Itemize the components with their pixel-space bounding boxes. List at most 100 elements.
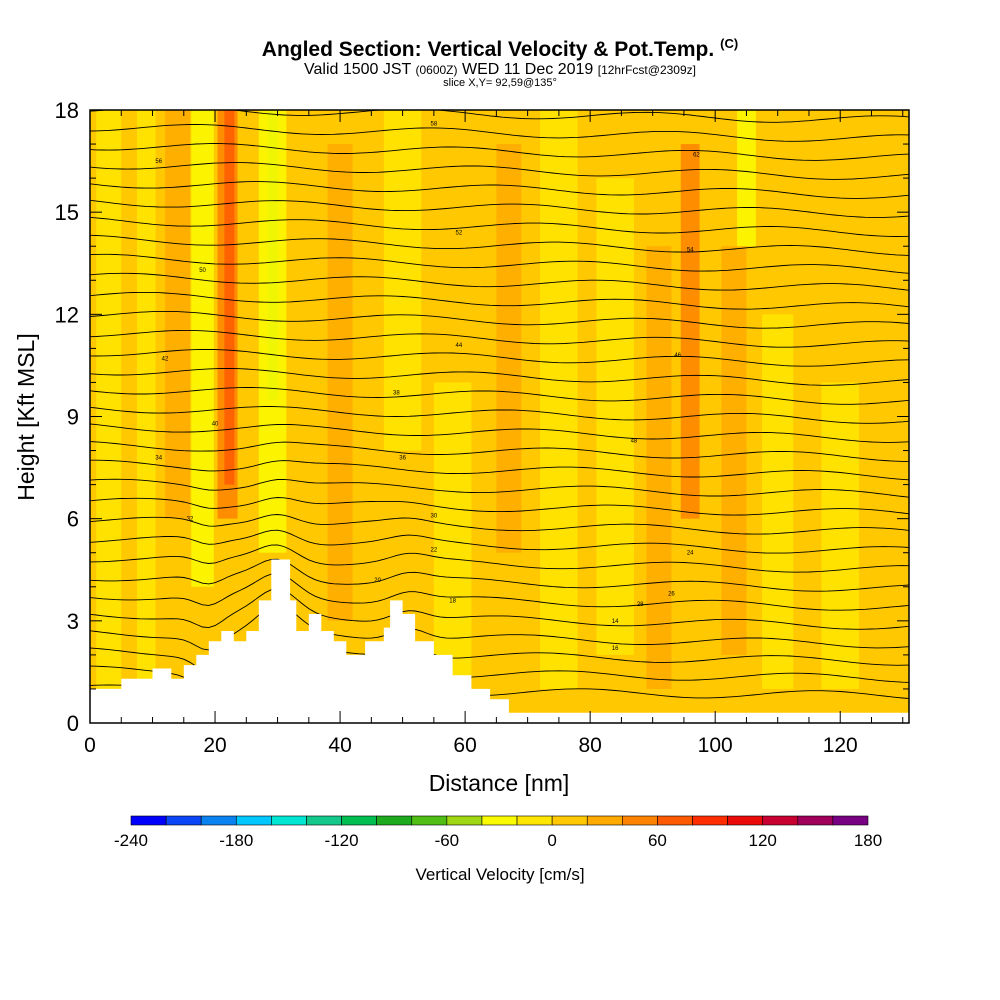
isentrope-label: 16 [612, 646, 619, 652]
isentrope-label: 52 [456, 231, 463, 237]
velocity-plume [243, 110, 262, 553]
x-tick-label: 100 [698, 734, 733, 757]
isentrope-line [90, 459, 909, 481]
colorbar-tick-label: 0 [547, 831, 556, 850]
colorbar-swatch [446, 815, 483, 826]
velocity-plume [596, 178, 634, 655]
isentrope-line [90, 478, 909, 498]
velocity-plume [191, 110, 214, 587]
colorbar-tick-label: 180 [854, 831, 882, 850]
colorbar-tick-label: 60 [648, 831, 667, 850]
isentrope-label: 24 [687, 551, 694, 557]
colorbar-swatch [341, 815, 377, 826]
velocity-plume [296, 110, 322, 553]
velocity-plume [383, 110, 422, 451]
isentrope-label: 44 [456, 343, 463, 349]
isentrope-line [90, 406, 909, 424]
colorbar-label: Vertical Velocity [cm/s] [415, 865, 584, 884]
x-tick-label: 0 [84, 734, 96, 757]
isentrope-line [90, 423, 909, 443]
colorbar-tick-label: -240 [114, 831, 148, 850]
colorbar-swatch [797, 815, 834, 826]
colorbar-swatch [130, 815, 167, 826]
velocity-plume [540, 110, 578, 689]
colorbar-swatch [657, 815, 693, 826]
valid-zulu: (0600Z) [415, 63, 458, 77]
x-tick-label: 40 [328, 734, 351, 757]
x-tick-label: 120 [823, 734, 858, 757]
colorbar-swatch [200, 815, 237, 826]
isentrope-line [90, 368, 909, 386]
y-tick-label: 12 [55, 302, 79, 327]
isentrope-line [90, 253, 909, 274]
velocity-plume [136, 110, 156, 706]
isentrope-line [90, 497, 909, 516]
valid-time: Valid 1500 JST [304, 61, 412, 78]
colorbar-swatch [271, 815, 307, 826]
forecast-info: [12hrFcst@2309z] [597, 63, 696, 77]
velocity-plume [165, 110, 191, 519]
isentrope-label: 30 [431, 513, 438, 519]
isentrope-label: 58 [431, 122, 438, 128]
colorbar-swatch [306, 815, 342, 826]
velocity-plume [737, 110, 756, 247]
isentrope-label: 42 [162, 357, 169, 363]
colorbar-swatch [832, 815, 869, 826]
y-tick-label: 3 [67, 609, 79, 634]
isentrope-line [90, 143, 909, 161]
isentrope-label: 34 [155, 455, 162, 461]
colorbar-tick-label: -180 [219, 831, 253, 850]
isentrope-label: 50 [199, 268, 206, 274]
velocity-plume [224, 110, 235, 485]
vertical-velocity-field [90, 110, 909, 723]
velocity-plume [327, 144, 353, 621]
velocity-plume [762, 314, 794, 689]
isentrope-label: 48 [631, 438, 638, 444]
colorbar-tick-label: -120 [325, 831, 359, 850]
valid-date: WED 11 Dec 2019 [461, 61, 594, 78]
isentrope-line [90, 181, 909, 199]
isentrope-line [90, 441, 909, 462]
isentrope-label: 54 [687, 248, 694, 254]
isentrope-label: 28 [637, 602, 644, 608]
colorbar-tick-label: -60 [435, 831, 460, 850]
isentrope-line [90, 544, 909, 573]
contour-labels: 18 20 22 24 26 28 30 32 34 36 38 40 42 44 46 48 50 52 54 56… [155, 122, 700, 652]
x-tick-label: 60 [453, 734, 476, 757]
isentrope-line [90, 291, 909, 310]
isentrope-line [90, 348, 909, 367]
x-tick-label: 80 [578, 734, 601, 757]
colorbar-swatch [481, 815, 518, 826]
isentrope-line [90, 558, 909, 592]
isentrope-label: 40 [212, 421, 219, 427]
isentrope-line [90, 514, 909, 535]
colorbar-swatch [762, 815, 799, 826]
isentrope-line [90, 162, 909, 180]
chart-title-text: Angled Section: Vertical Velocity & Pot.… [261, 38, 715, 61]
velocity-plume [646, 246, 672, 689]
y-tick-label: 9 [67, 405, 79, 430]
chart-title: Angled Section: Vertical Velocity & Pot.… [0, 36, 1000, 62]
terrain [90, 559, 909, 723]
x-axis-label: Distance [nm] [429, 770, 570, 796]
colorbar-swatch [376, 815, 413, 826]
colorbar-swatch [411, 815, 448, 826]
chart-subtitle: Valid 1500 JST (0600Z) WED 11 Dec 2019 [… [0, 61, 1000, 79]
colorbar-swatch [622, 815, 658, 826]
isentrope-line [90, 329, 909, 348]
velocity-plume [721, 246, 747, 655]
velocity-plume [433, 382, 472, 689]
colorbar-tick-label: 120 [749, 831, 777, 850]
isentrope-line [90, 272, 909, 291]
colorbar-swatch [551, 815, 588, 826]
chart-title-unit: (C) [720, 36, 739, 51]
isentrope-label: 36 [399, 455, 406, 461]
velocity-plume [96, 110, 122, 706]
y-tick-label: 0 [67, 711, 79, 736]
isentrope-line [90, 216, 909, 237]
isentrope-line [90, 573, 909, 611]
isentrope-label: 20 [374, 578, 381, 584]
isentrope-line [90, 234, 909, 256]
